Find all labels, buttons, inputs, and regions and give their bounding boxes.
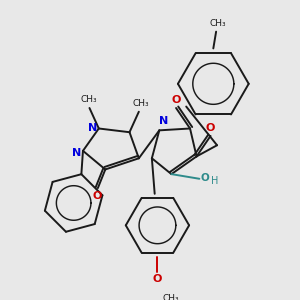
Text: O: O: [206, 123, 215, 133]
Text: N: N: [88, 123, 97, 133]
Text: O: O: [153, 274, 162, 284]
Text: O: O: [92, 190, 102, 200]
Text: N: N: [159, 116, 169, 126]
Text: O: O: [201, 173, 209, 183]
Text: N: N: [72, 148, 81, 158]
Text: CH₃: CH₃: [162, 294, 179, 300]
Text: CH₃: CH₃: [132, 99, 149, 108]
Text: H: H: [211, 176, 218, 186]
Text: O: O: [171, 94, 181, 105]
Text: CH₃: CH₃: [80, 95, 97, 104]
Text: CH₃: CH₃: [210, 19, 226, 28]
